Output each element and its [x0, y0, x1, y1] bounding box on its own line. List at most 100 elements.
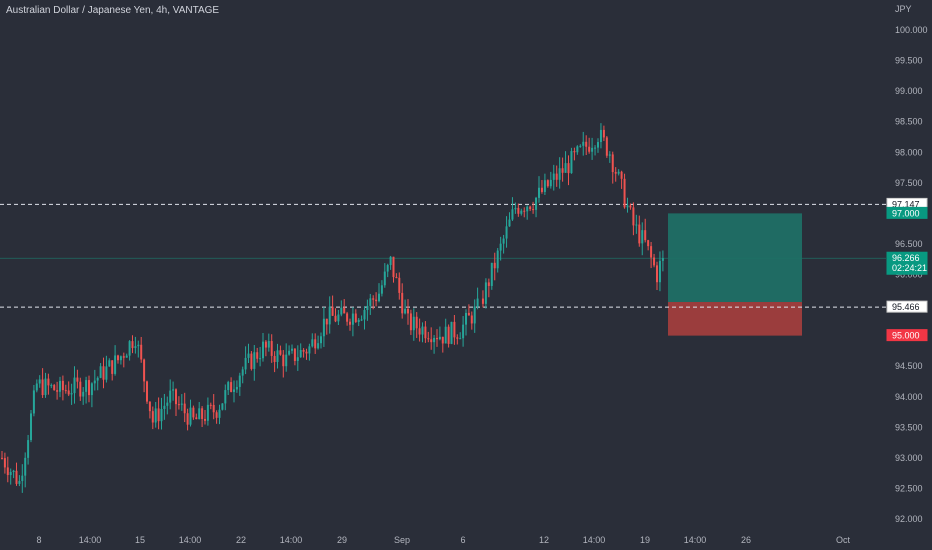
candle-body — [441, 336, 444, 344]
x-tick-label: 14:00 — [684, 535, 707, 545]
candle-body — [140, 344, 143, 360]
candle-body — [79, 381, 82, 397]
level-tag: 95.466 — [892, 302, 920, 312]
candle-body — [354, 313, 357, 322]
y-tick-label: 94.500 — [895, 361, 923, 371]
candle-body — [647, 240, 650, 247]
candle-body — [564, 163, 567, 173]
candle-body — [351, 313, 354, 325]
candle-body — [230, 382, 233, 392]
y-axis-unit-label: JPY — [895, 4, 912, 14]
candle-body — [73, 377, 76, 394]
candle-body — [401, 292, 404, 314]
candle-body — [334, 315, 337, 322]
candle-body — [579, 145, 582, 147]
candle-body — [514, 207, 517, 210]
candle-body — [614, 172, 617, 174]
candle-body — [404, 308, 407, 314]
candle-body — [3, 458, 6, 468]
candle-body — [594, 147, 597, 149]
candle-body — [444, 326, 447, 344]
candle-body — [76, 377, 79, 382]
candle-body — [340, 307, 343, 315]
candle-body — [620, 171, 623, 179]
candle-body — [204, 418, 206, 421]
candle-body — [47, 378, 50, 386]
candle-body — [192, 407, 195, 418]
candle-body — [302, 349, 305, 352]
candle-body — [430, 339, 433, 343]
candle-body — [119, 356, 122, 361]
candle-body — [661, 258, 664, 261]
candle-body — [470, 315, 473, 324]
x-tick-label: 8 — [36, 535, 41, 545]
x-tick-label: 19 — [640, 535, 650, 545]
candle-body — [314, 339, 317, 349]
stop-tag-bg — [886, 329, 928, 342]
candle-body — [328, 306, 331, 325]
candle-body — [27, 440, 30, 458]
y-tick-label: 99.500 — [895, 56, 923, 66]
candle-body — [227, 382, 230, 391]
candle-body — [462, 324, 465, 339]
candle-body — [378, 293, 380, 302]
x-tick-label: 6 — [460, 535, 465, 545]
candle-body — [641, 230, 644, 244]
candle-body — [117, 355, 119, 361]
candle-body — [82, 391, 85, 397]
candle-body — [209, 404, 212, 406]
candle-body — [424, 326, 427, 339]
candle-body — [44, 378, 47, 396]
candle-body — [215, 412, 218, 418]
candle-body — [366, 305, 369, 310]
x-tick-label: 15 — [135, 535, 145, 545]
candle-body — [453, 321, 456, 338]
candle-body — [262, 341, 264, 359]
candle-body — [529, 206, 532, 210]
y-tick-label: 94.000 — [895, 392, 923, 402]
candle-body — [128, 341, 131, 356]
candle-body — [218, 409, 221, 418]
y-tick-label: 98.500 — [895, 117, 923, 127]
candle-body — [653, 257, 656, 266]
x-tick-label: Sep — [394, 535, 410, 545]
candle-body — [270, 341, 273, 356]
candle-body — [206, 404, 209, 421]
candle-body — [32, 390, 35, 414]
candle-body — [253, 352, 256, 369]
candle-body — [611, 154, 614, 173]
candle-body — [383, 271, 386, 286]
candle-body — [250, 353, 253, 369]
candle-body — [61, 380, 64, 391]
candle-body — [282, 354, 285, 367]
candle-body — [555, 173, 558, 180]
candle-body — [291, 348, 293, 351]
candle-body — [395, 277, 398, 279]
candle-body — [605, 137, 608, 156]
candle-body — [160, 408, 163, 422]
candle-body — [279, 350, 282, 355]
candle-body — [172, 389, 175, 391]
candle-body — [476, 298, 479, 307]
candle-body — [134, 346, 137, 349]
candle-body — [389, 256, 392, 266]
candle-body — [238, 375, 241, 387]
candle-body — [38, 379, 41, 384]
candle-body — [599, 129, 602, 143]
candle-body — [386, 265, 389, 272]
candle-body — [433, 337, 436, 343]
candle-body — [221, 403, 224, 410]
candle-body — [99, 366, 102, 378]
candle-body — [70, 393, 73, 395]
x-tick-label: 14:00 — [179, 535, 202, 545]
x-tick-label: 22 — [236, 535, 246, 545]
candle-body — [585, 141, 588, 147]
candle-body — [105, 366, 108, 380]
candle-body — [285, 354, 288, 367]
candle-body — [427, 338, 430, 340]
candle-body — [505, 226, 508, 239]
candle-body — [244, 357, 247, 370]
candle-body — [114, 355, 117, 374]
